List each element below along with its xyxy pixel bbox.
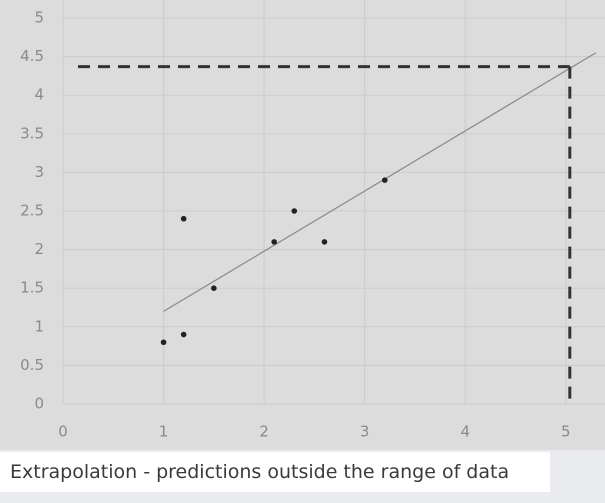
x-tick-label: 4 [460,423,470,441]
y-tick-label: 4 [34,86,44,104]
point [271,239,277,245]
trend-line [163,52,597,312]
x-tick-label: 1 [159,423,169,441]
x-tick-label: 2 [259,423,269,441]
x-tick-label: 0 [58,423,68,441]
y-tick-label: 0 [34,395,44,413]
y-tick-label: 1 [34,317,44,335]
y-tick-label: 3.5 [20,124,44,142]
point [180,331,187,338]
point [211,285,217,292]
point [291,208,298,214]
point [321,239,328,245]
y-tick-label: 3 [34,163,44,181]
y-tick-label: 1.5 [20,279,44,297]
y-tick-label: 5 [34,9,44,27]
y-tick-label: 2.5 [20,202,44,220]
point [180,215,187,222]
y-tick-label: 4.5 [20,47,44,65]
x-tick-label: 3 [360,423,370,441]
point [381,177,388,183]
chart: 0 0.5 1 1.5 2 2.5 3 3.5 4 4.5 5 0 1 2 3 4 5 [0,0,605,450]
caption: Extrapolation - predictions outside the … [0,452,550,492]
y-tick-label: 2 [34,240,44,258]
point [160,339,167,346]
y-tick-label: 0.5 [20,356,44,374]
x-tick-label: 5 [561,423,571,441]
chart-background [0,0,605,450]
